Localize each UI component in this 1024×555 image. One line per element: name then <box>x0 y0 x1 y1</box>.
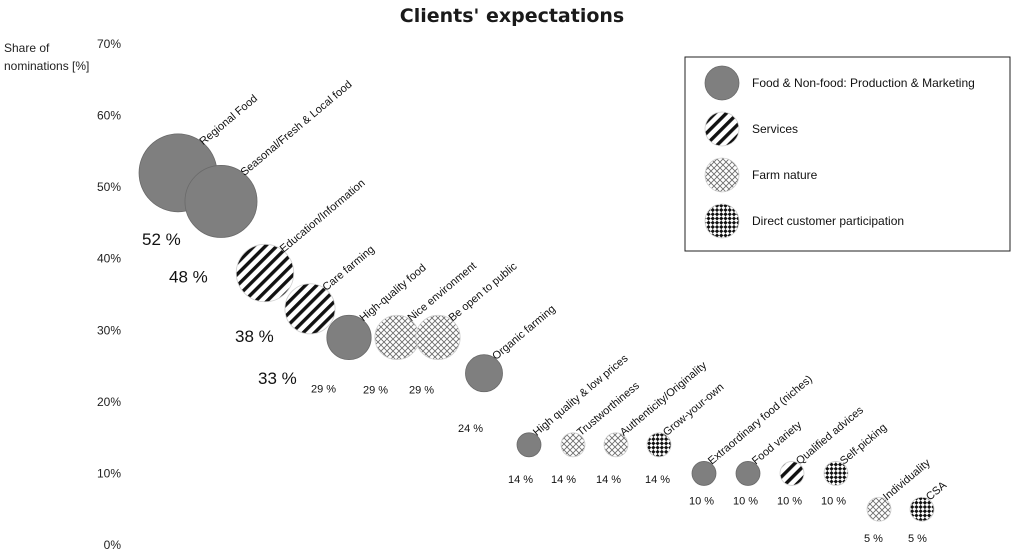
legend-swatch <box>704 157 740 193</box>
chart-title: Clients' expectations <box>400 5 624 27</box>
bubble-category-label: Care farming <box>321 243 377 293</box>
bubble <box>823 461 849 486</box>
bubble-value-label: 5 % <box>864 533 883 545</box>
y-axis-label-line-1: Share of <box>4 41 50 55</box>
bubble <box>465 354 503 393</box>
bubble-value-label: 5 % <box>908 533 927 545</box>
y-tick-label: 30% <box>97 323 121 337</box>
bubble-value-label: 38 % <box>235 327 274 346</box>
bubble-category-label: Be open to public <box>447 260 520 324</box>
legend-label: Direct customer participation <box>752 214 904 228</box>
bubble-value-label: 14 % <box>596 474 621 486</box>
bubble <box>516 432 542 458</box>
legend-label: Food & Non-food: Production & Marketing <box>752 76 975 90</box>
y-tick-label: 50% <box>97 180 121 194</box>
bubble <box>691 461 717 486</box>
y-tick-label: 40% <box>97 252 121 266</box>
bubble-category-label: Organic farming <box>490 303 558 363</box>
bubble <box>866 496 892 522</box>
y-tick-label: 10% <box>97 466 121 480</box>
bubble <box>184 165 258 238</box>
bubble-category-label: Regional Food <box>198 93 261 148</box>
y-tick-label: 0% <box>104 538 122 552</box>
bubble-value-label: 29 % <box>363 384 388 396</box>
bubble-category-label: CSA <box>924 479 950 503</box>
legend-swatch <box>704 65 740 101</box>
bubble-value-label: 29 % <box>409 384 434 396</box>
bubble <box>909 496 935 522</box>
bubble-value-label: 24 % <box>458 423 483 435</box>
bubble-value-label: 52 % <box>142 230 181 249</box>
bubble-value-label: 29 % <box>311 383 336 395</box>
bubble-value-label: 14 % <box>508 474 533 486</box>
bubble <box>235 243 295 303</box>
legend-label: Farm nature <box>752 168 818 182</box>
bubble-value-label: 14 % <box>645 474 670 486</box>
y-axis-ticks: 0% 10% 20% 30% 40% 50% 60% 70% <box>97 37 121 552</box>
legend: Food & Non-food: Production & Marketing S… <box>684 56 1011 252</box>
bubble-category-label: Education/Information <box>278 177 368 255</box>
bubble-category-label: Seasonal/Fresh & Local food <box>239 79 355 179</box>
y-axis-label-line-2: nominations [%] <box>4 59 89 73</box>
legend-items: Food & Non-food: Production & Marketing S… <box>704 65 975 239</box>
bubble <box>560 432 586 458</box>
bubble <box>326 314 372 361</box>
bubble-value-label: 10 % <box>689 495 714 507</box>
bubble-value-label: 10 % <box>777 495 802 507</box>
legend-label: Services <box>752 122 798 136</box>
y-tick-label: 20% <box>97 395 121 409</box>
y-tick-label: 60% <box>97 109 121 123</box>
bubble <box>415 314 461 361</box>
bubble <box>735 461 761 486</box>
bubble-value-label: 10 % <box>821 495 846 507</box>
bubble <box>284 283 336 335</box>
bubble <box>646 432 672 458</box>
legend-swatch <box>704 111 740 147</box>
bubble-value-label: 14 % <box>551 474 576 486</box>
bubble-value-label: 10 % <box>733 495 758 507</box>
y-tick-label: 70% <box>97 37 121 51</box>
bubble <box>779 461 805 486</box>
bubble-value-label: 33 % <box>258 369 297 388</box>
bubble-value-label: 48 % <box>169 267 208 286</box>
bubble <box>603 432 629 458</box>
legend-swatch <box>704 203 740 239</box>
